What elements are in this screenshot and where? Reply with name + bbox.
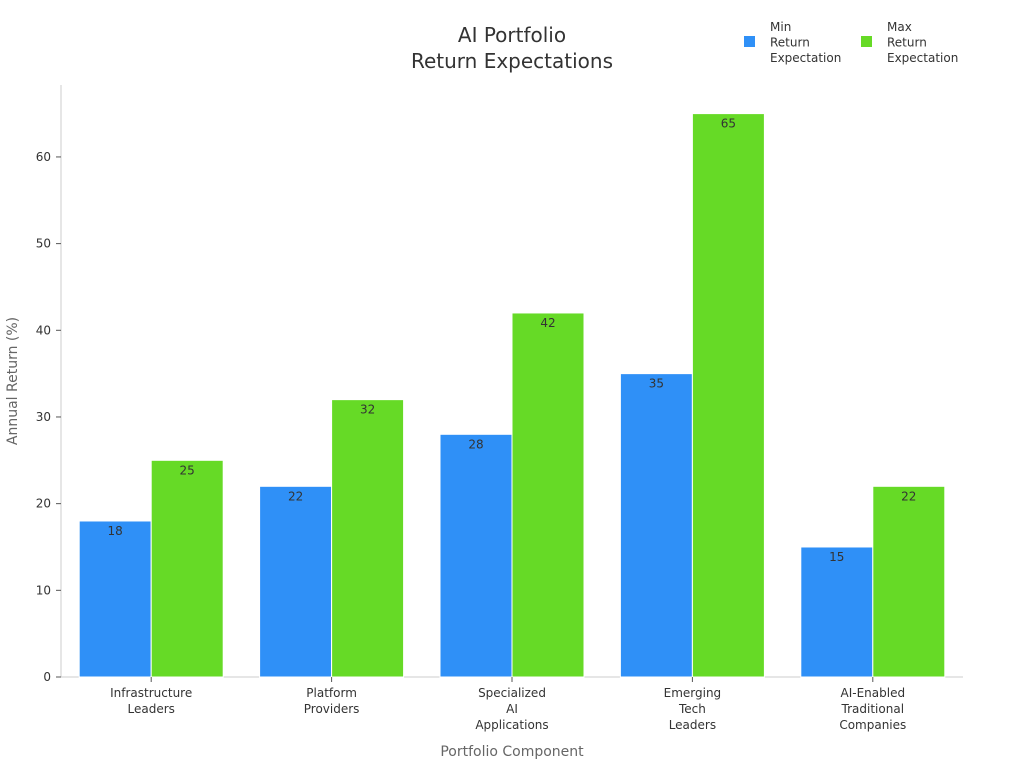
legend-swatch — [861, 36, 872, 47]
x-tick-label: Specialized AI Applications — [475, 686, 548, 732]
data-label: 18 — [108, 524, 123, 538]
data-label: 22 — [901, 489, 916, 503]
bar-max — [150, 459, 224, 678]
data-label: 25 — [180, 463, 195, 477]
x-tick-label: Emerging Tech Leaders — [664, 686, 722, 732]
chart-title-line: Return Expectations — [411, 49, 613, 73]
bar-max — [872, 485, 946, 678]
y-tick-label: 60 — [36, 150, 51, 164]
bar-min — [439, 433, 513, 678]
legend-label: Min Return Expectation — [770, 20, 841, 65]
y-tick-label: 30 — [36, 410, 51, 424]
bar-min — [619, 373, 693, 678]
data-label: 35 — [649, 377, 664, 391]
y-tick-label: 50 — [36, 237, 51, 251]
y-tick-label: 0 — [43, 670, 51, 684]
chart-title-line: AI Portfolio — [458, 23, 566, 47]
bar-max — [511, 312, 585, 678]
y-tick-label: 10 — [36, 583, 51, 597]
data-label: 42 — [540, 316, 555, 330]
x-tick-label: Infrastructure Leaders — [110, 686, 192, 716]
data-label: 65 — [721, 117, 736, 131]
bar-min — [259, 485, 333, 678]
bar-max — [691, 113, 765, 678]
y-axis-label: Annual Return (%) — [5, 317, 21, 445]
data-label: 22 — [288, 489, 303, 503]
data-label: 15 — [829, 550, 844, 564]
data-label: 28 — [468, 437, 483, 451]
x-axis-label: Portfolio Component — [440, 744, 584, 760]
legend: Min Return Expectation Max Return Expectation — [744, 20, 958, 65]
bar-max — [331, 399, 405, 678]
bar-min — [800, 546, 874, 678]
bars: 18 25 22 32 28 42 35 65 15 22 — [78, 113, 946, 678]
legend-label: Max Return Expectation — [887, 20, 958, 65]
bar-min — [78, 520, 152, 678]
y-tick-label: 40 — [36, 323, 51, 337]
y-ticks: 0 10 20 30 40 50 60 — [36, 150, 61, 684]
legend-swatch — [744, 36, 755, 47]
x-tick-label: AI-Enabled Traditional Companies — [839, 686, 906, 732]
data-label: 32 — [360, 403, 375, 417]
y-tick-label: 20 — [36, 497, 51, 511]
x-tick-label: Platform Providers — [304, 686, 360, 716]
x-ticks: Infrastructure Leaders Platform Providers Sp… — [110, 677, 906, 732]
